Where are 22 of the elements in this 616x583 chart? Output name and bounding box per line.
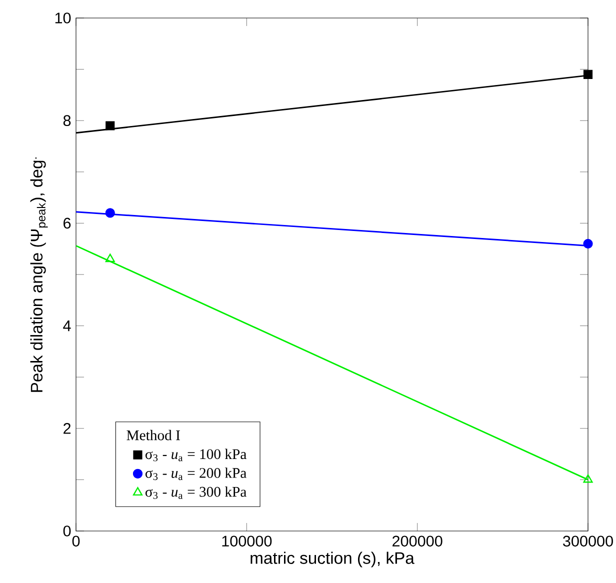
legend-label: σ$_{3}$ - u$_{a}$ = 300 kPa — [146, 486, 246, 499]
x-axis-title: matric suction (s), kPa — [250, 552, 414, 568]
legend-label: σ$_{3}$ - u$_{a}$ = 200 kPa — [146, 468, 246, 480]
point — [583, 238, 593, 249]
y-axis-title: Peak dilation angle (Ψ$_{peak}$), deg$^{.}$ — [30, 158, 48, 392]
x-tick-label: 200000 — [392, 536, 442, 547]
y-tick-label: 2 — [64, 423, 71, 434]
x-tick-label: 300000 — [563, 536, 613, 547]
y-tick-label: 6 — [64, 218, 71, 229]
point — [583, 474, 593, 483]
point — [583, 70, 593, 79]
y-tick-label: 10 — [55, 12, 71, 24]
point — [106, 121, 115, 130]
y-tick-label: 4 — [63, 320, 71, 332]
legend-title: Method I — [126, 430, 180, 440]
point — [105, 254, 115, 262]
x-tick-label: 0 — [72, 536, 80, 547]
y-tick-label: 0 — [63, 526, 71, 536]
legend-label: σ$_{3}$ - u$_{a}$ = 100 kPa — [146, 448, 246, 462]
x-tick-label: 100000 — [222, 536, 272, 547]
y-tick-label: 8 — [63, 115, 71, 126]
point — [105, 208, 115, 218]
